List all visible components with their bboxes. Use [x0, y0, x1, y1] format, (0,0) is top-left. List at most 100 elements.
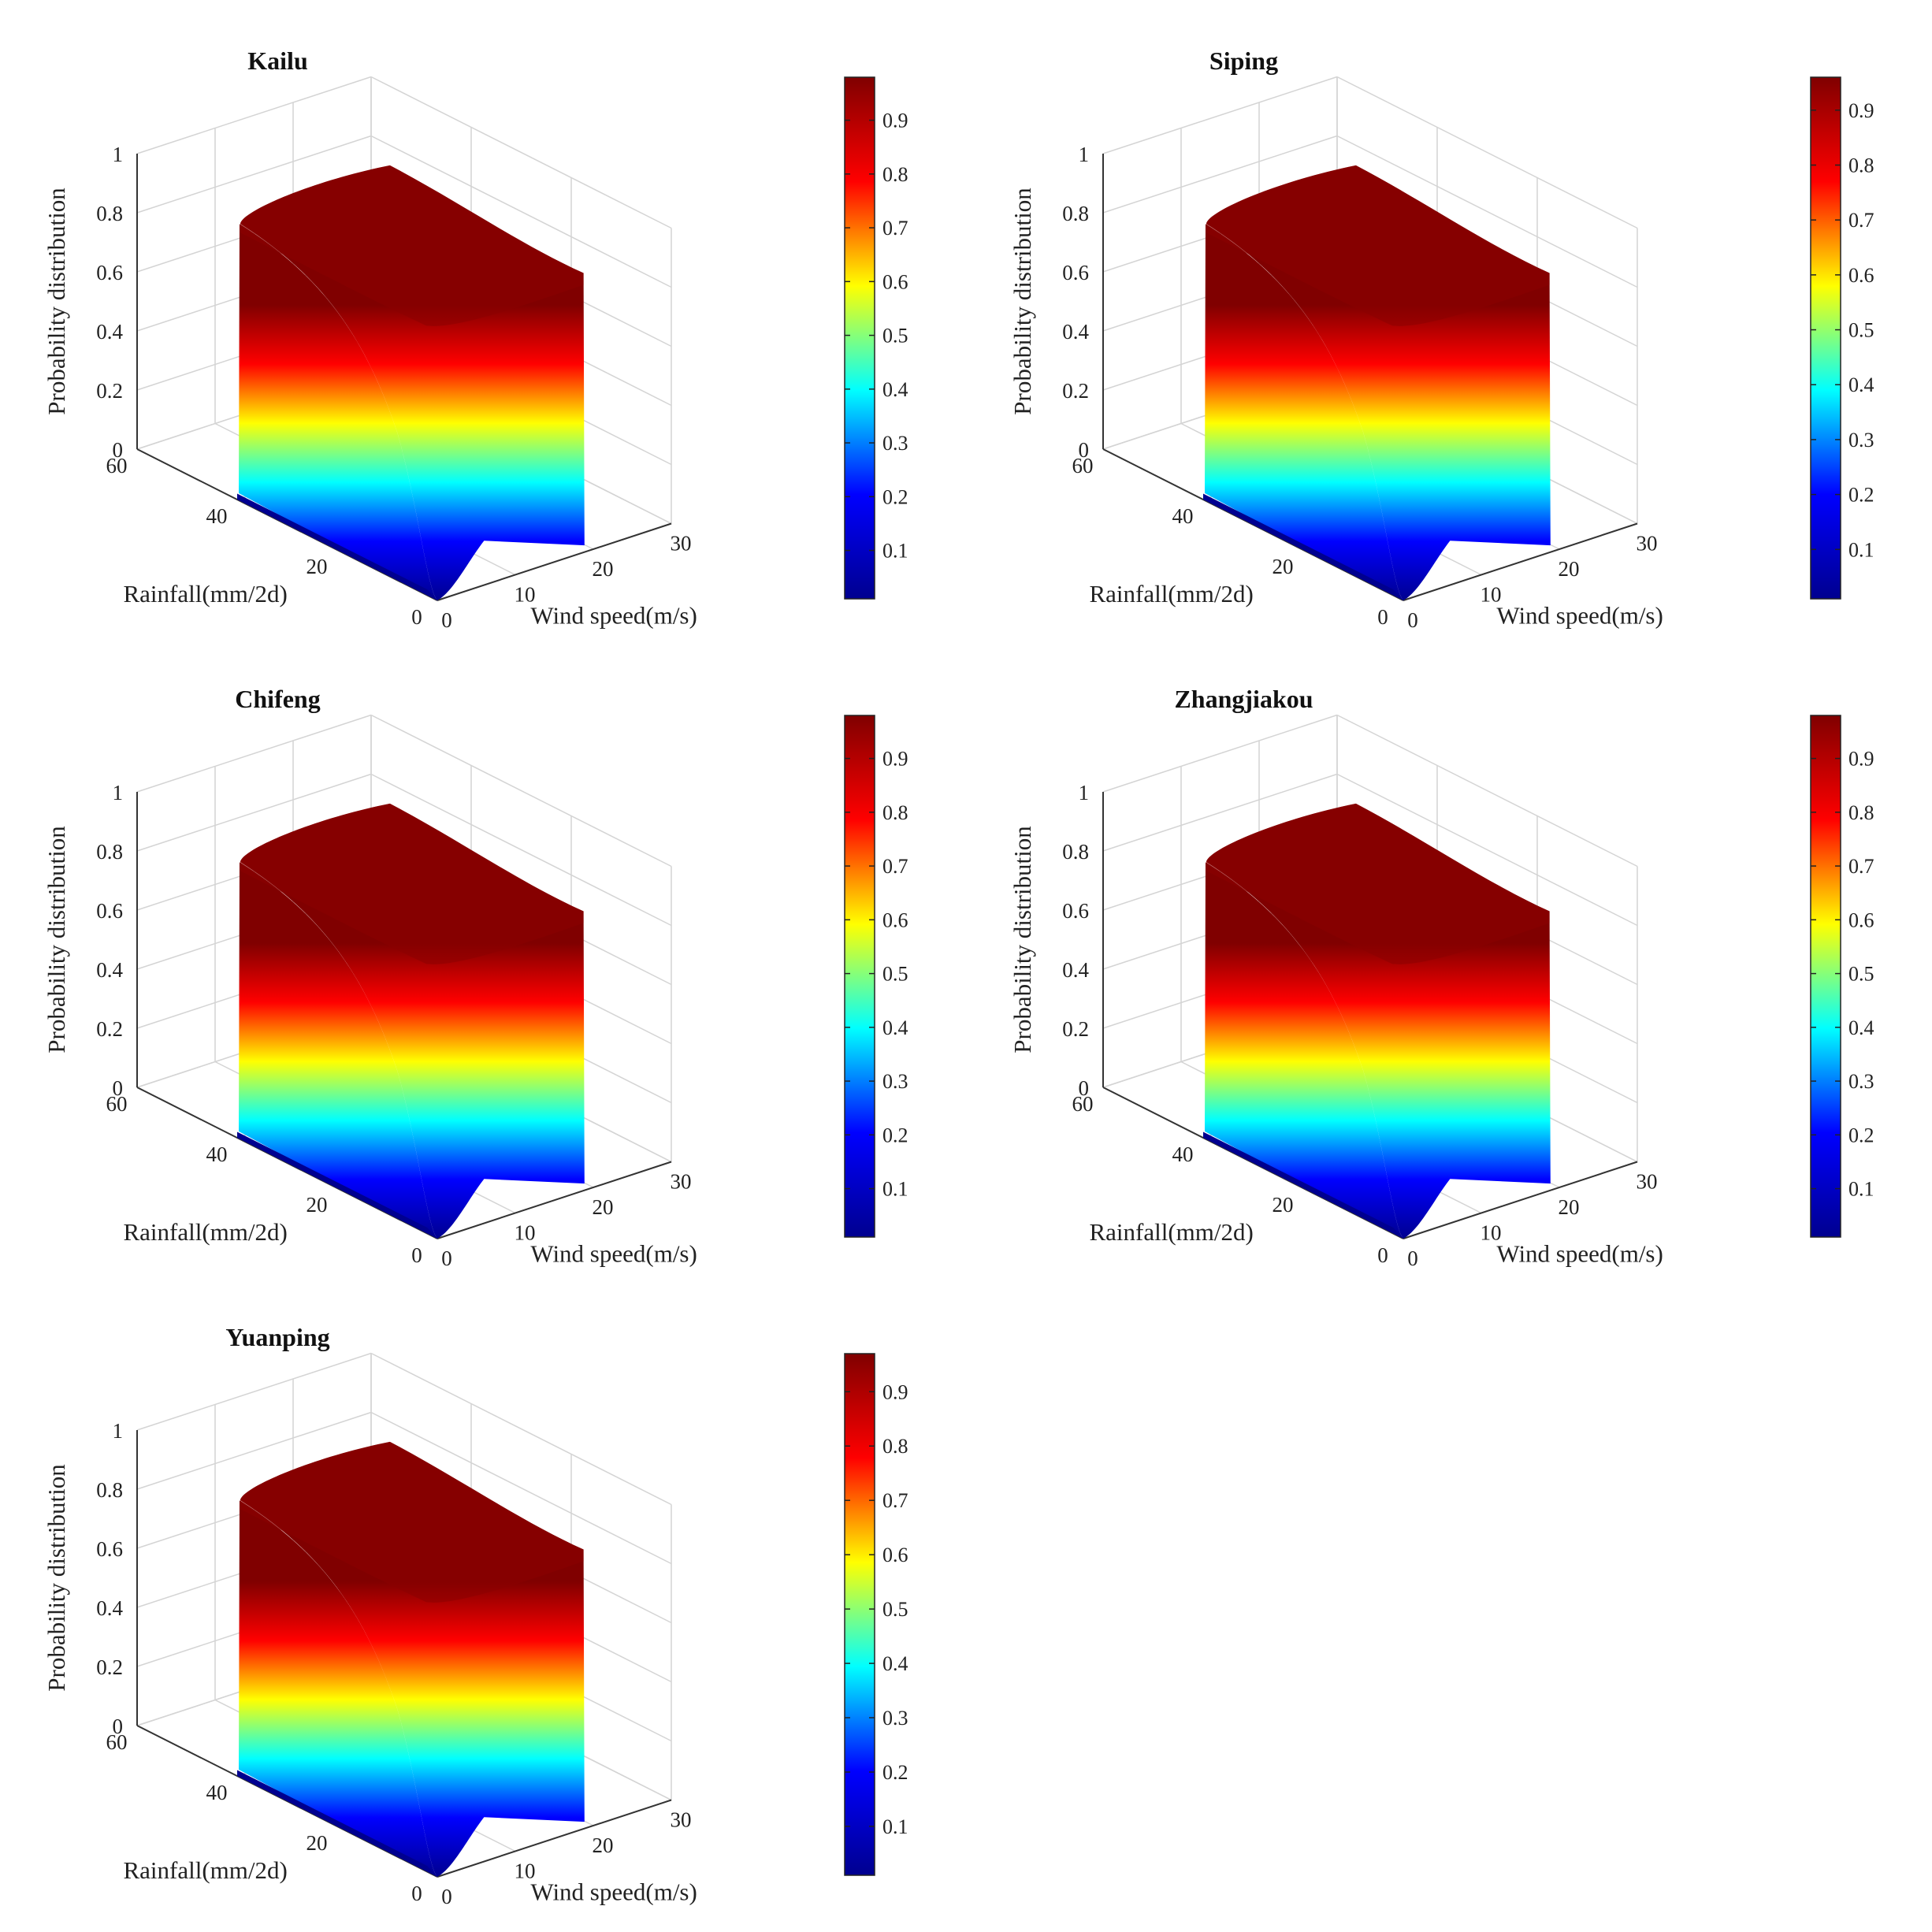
- z-tick-label: 0.8: [96, 202, 123, 225]
- colorbar-tick-label: 0.2: [882, 1124, 908, 1146]
- x-axis-line: [437, 1799, 672, 1878]
- z-axis-label: Probability distribution: [43, 188, 70, 415]
- colorbar-tick-label: 0.1: [1848, 1178, 1874, 1201]
- grid-line: [136, 773, 372, 852]
- y-tick-label: 60: [1072, 1092, 1094, 1116]
- x-tick-label: 30: [1637, 532, 1658, 555]
- y-tick-label: 20: [1273, 1193, 1294, 1217]
- y-axis-label: Rainfall(mm/2d): [1090, 1218, 1254, 1246]
- colorbar: [1810, 76, 1841, 600]
- grid-line: [370, 1411, 672, 1565]
- colorbar-tick-label: 0.8: [882, 163, 908, 186]
- z-tick-label: 1: [1079, 143, 1090, 166]
- x-axis-line: [1403, 1161, 1638, 1239]
- y-tick-label: 20: [307, 1193, 328, 1217]
- colorbar-tick-label: 0.5: [882, 963, 908, 986]
- colorbar-tick-label: 0.9: [882, 110, 908, 132]
- chart-title: Yuanping: [225, 1323, 329, 1351]
- chart-title: Chifeng: [235, 685, 320, 713]
- colorbar-tick-label: 0.6: [1848, 908, 1874, 931]
- colorbar-tick-label: 0.2: [1848, 1124, 1874, 1146]
- surface-top: [240, 165, 584, 326]
- chart-title: Kailu: [247, 46, 307, 75]
- colorbar-tick-label: 0.6: [882, 1544, 908, 1566]
- y-tick-label: 60: [106, 454, 128, 477]
- colorbar-tick-label: 0.4: [1848, 373, 1874, 396]
- z-tick-label: 0: [113, 438, 124, 462]
- colorbar: [844, 1353, 875, 1876]
- colorbar-tick-label: 0.3: [882, 1707, 908, 1730]
- x-axis-label: Wind speed(m/s): [530, 602, 697, 630]
- z-tick-label: 0.2: [96, 1655, 123, 1679]
- z-tick-label: 0.8: [1062, 202, 1089, 225]
- chart-panel-yuanping: 0 0.2 0.4 0.6 0.8 1 0 10 20 30 0 20 40 60 Wind speed(m…: [0, 1276, 966, 1915]
- surface-top: [1206, 165, 1550, 326]
- z-tick-label: 0.6: [96, 1537, 123, 1561]
- colorbar-tick-label: 0.5: [882, 325, 908, 347]
- chart-panel-chifeng: 0 0.2 0.4 0.6 0.8 1 0 10 20 30 0 20 40 60 Wind speed(m…: [0, 638, 966, 1276]
- x-tick-label: 0: [441, 1885, 452, 1908]
- z-tick-label: 0: [1079, 1076, 1090, 1100]
- colorbar-tick-label: 0.7: [1848, 855, 1874, 878]
- y-tick-label: 40: [1172, 1142, 1194, 1166]
- grid-line: [1336, 135, 1638, 288]
- grid-line: [370, 773, 672, 927]
- x-tick-label: 0: [441, 608, 452, 632]
- colorbar-tick-label: 0.4: [1848, 1016, 1874, 1039]
- z-tick-label: 0.4: [1062, 320, 1089, 344]
- grid-line: [370, 76, 672, 229]
- y-tick-label: 0: [411, 605, 422, 629]
- grid-line: [370, 714, 672, 868]
- z-tick-label: 0.4: [96, 958, 123, 982]
- y-tick-label: 40: [206, 1781, 228, 1804]
- chart-panel-siping: 0 0.2 0.4 0.6 0.8 1 0 10 20 30 0 20 40 60 Wind speed(m…: [966, 0, 1932, 638]
- x-tick-label: 20: [593, 1195, 614, 1219]
- colorbar-tick-label: 0.1: [882, 1178, 908, 1201]
- x-tick-label: 30: [671, 1170, 692, 1194]
- surface-floor-edge: [237, 1770, 437, 1877]
- colorbar-tick-label: 0.3: [882, 432, 908, 455]
- y-tick-label: 60: [106, 1092, 128, 1116]
- x-axis-label: Wind speed(m/s): [1496, 602, 1663, 630]
- z-tick-label: 0.4: [1062, 958, 1089, 982]
- z-tick-label: 0: [113, 1076, 124, 1100]
- colorbar-tick-label: 0.7: [1848, 209, 1874, 232]
- grid-line: [370, 135, 672, 288]
- z-tick-label: 0.6: [96, 899, 123, 923]
- y-tick-label: 0: [1377, 1243, 1388, 1267]
- z-tick-label: 0.2: [1062, 1017, 1089, 1041]
- y-tick-label: 20: [1273, 555, 1294, 578]
- colorbar-tick-label: 0.3: [882, 1070, 908, 1093]
- colorbar-tick-label: 0.2: [882, 485, 908, 508]
- z-axis-label: Probability distribution: [1009, 826, 1036, 1053]
- surface-left-face: [1205, 224, 1403, 600]
- colorbar-tick-label: 0.3: [1848, 429, 1874, 451]
- colorbar-tick-label: 0.1: [882, 540, 908, 563]
- x-tick-label: 10: [515, 1221, 536, 1245]
- x-tick-label: 20: [593, 1834, 614, 1857]
- colorbar-tick-label: 0.5: [882, 1598, 908, 1621]
- colorbar-tick-label: 0.3: [1848, 1070, 1874, 1093]
- y-axis-label: Rainfall(mm/2d): [1090, 580, 1254, 607]
- chart-title: Siping: [1209, 46, 1278, 75]
- colorbar-tick-label: 0.9: [1848, 99, 1874, 122]
- colorbar-tick-label: 0.2: [882, 1761, 908, 1784]
- y-tick-label: 0: [1377, 605, 1388, 629]
- surface-floor-edge: [1203, 1131, 1403, 1239]
- x-axis-label: Wind speed(m/s): [530, 1240, 697, 1268]
- grid-line: [370, 1352, 672, 1506]
- x-tick-label: 10: [515, 583, 536, 607]
- colorbar-tick-label: 0.6: [1848, 264, 1874, 287]
- z-axis-label: Probability distribution: [1009, 188, 1036, 415]
- y-tick-label: 20: [307, 1831, 328, 1855]
- z-tick-label: 0.4: [96, 320, 123, 344]
- y-tick-label: 60: [106, 1730, 128, 1754]
- x-tick-label: 20: [1559, 557, 1580, 581]
- y-tick-label: 60: [1072, 454, 1094, 477]
- surface-left-face: [239, 1500, 437, 1877]
